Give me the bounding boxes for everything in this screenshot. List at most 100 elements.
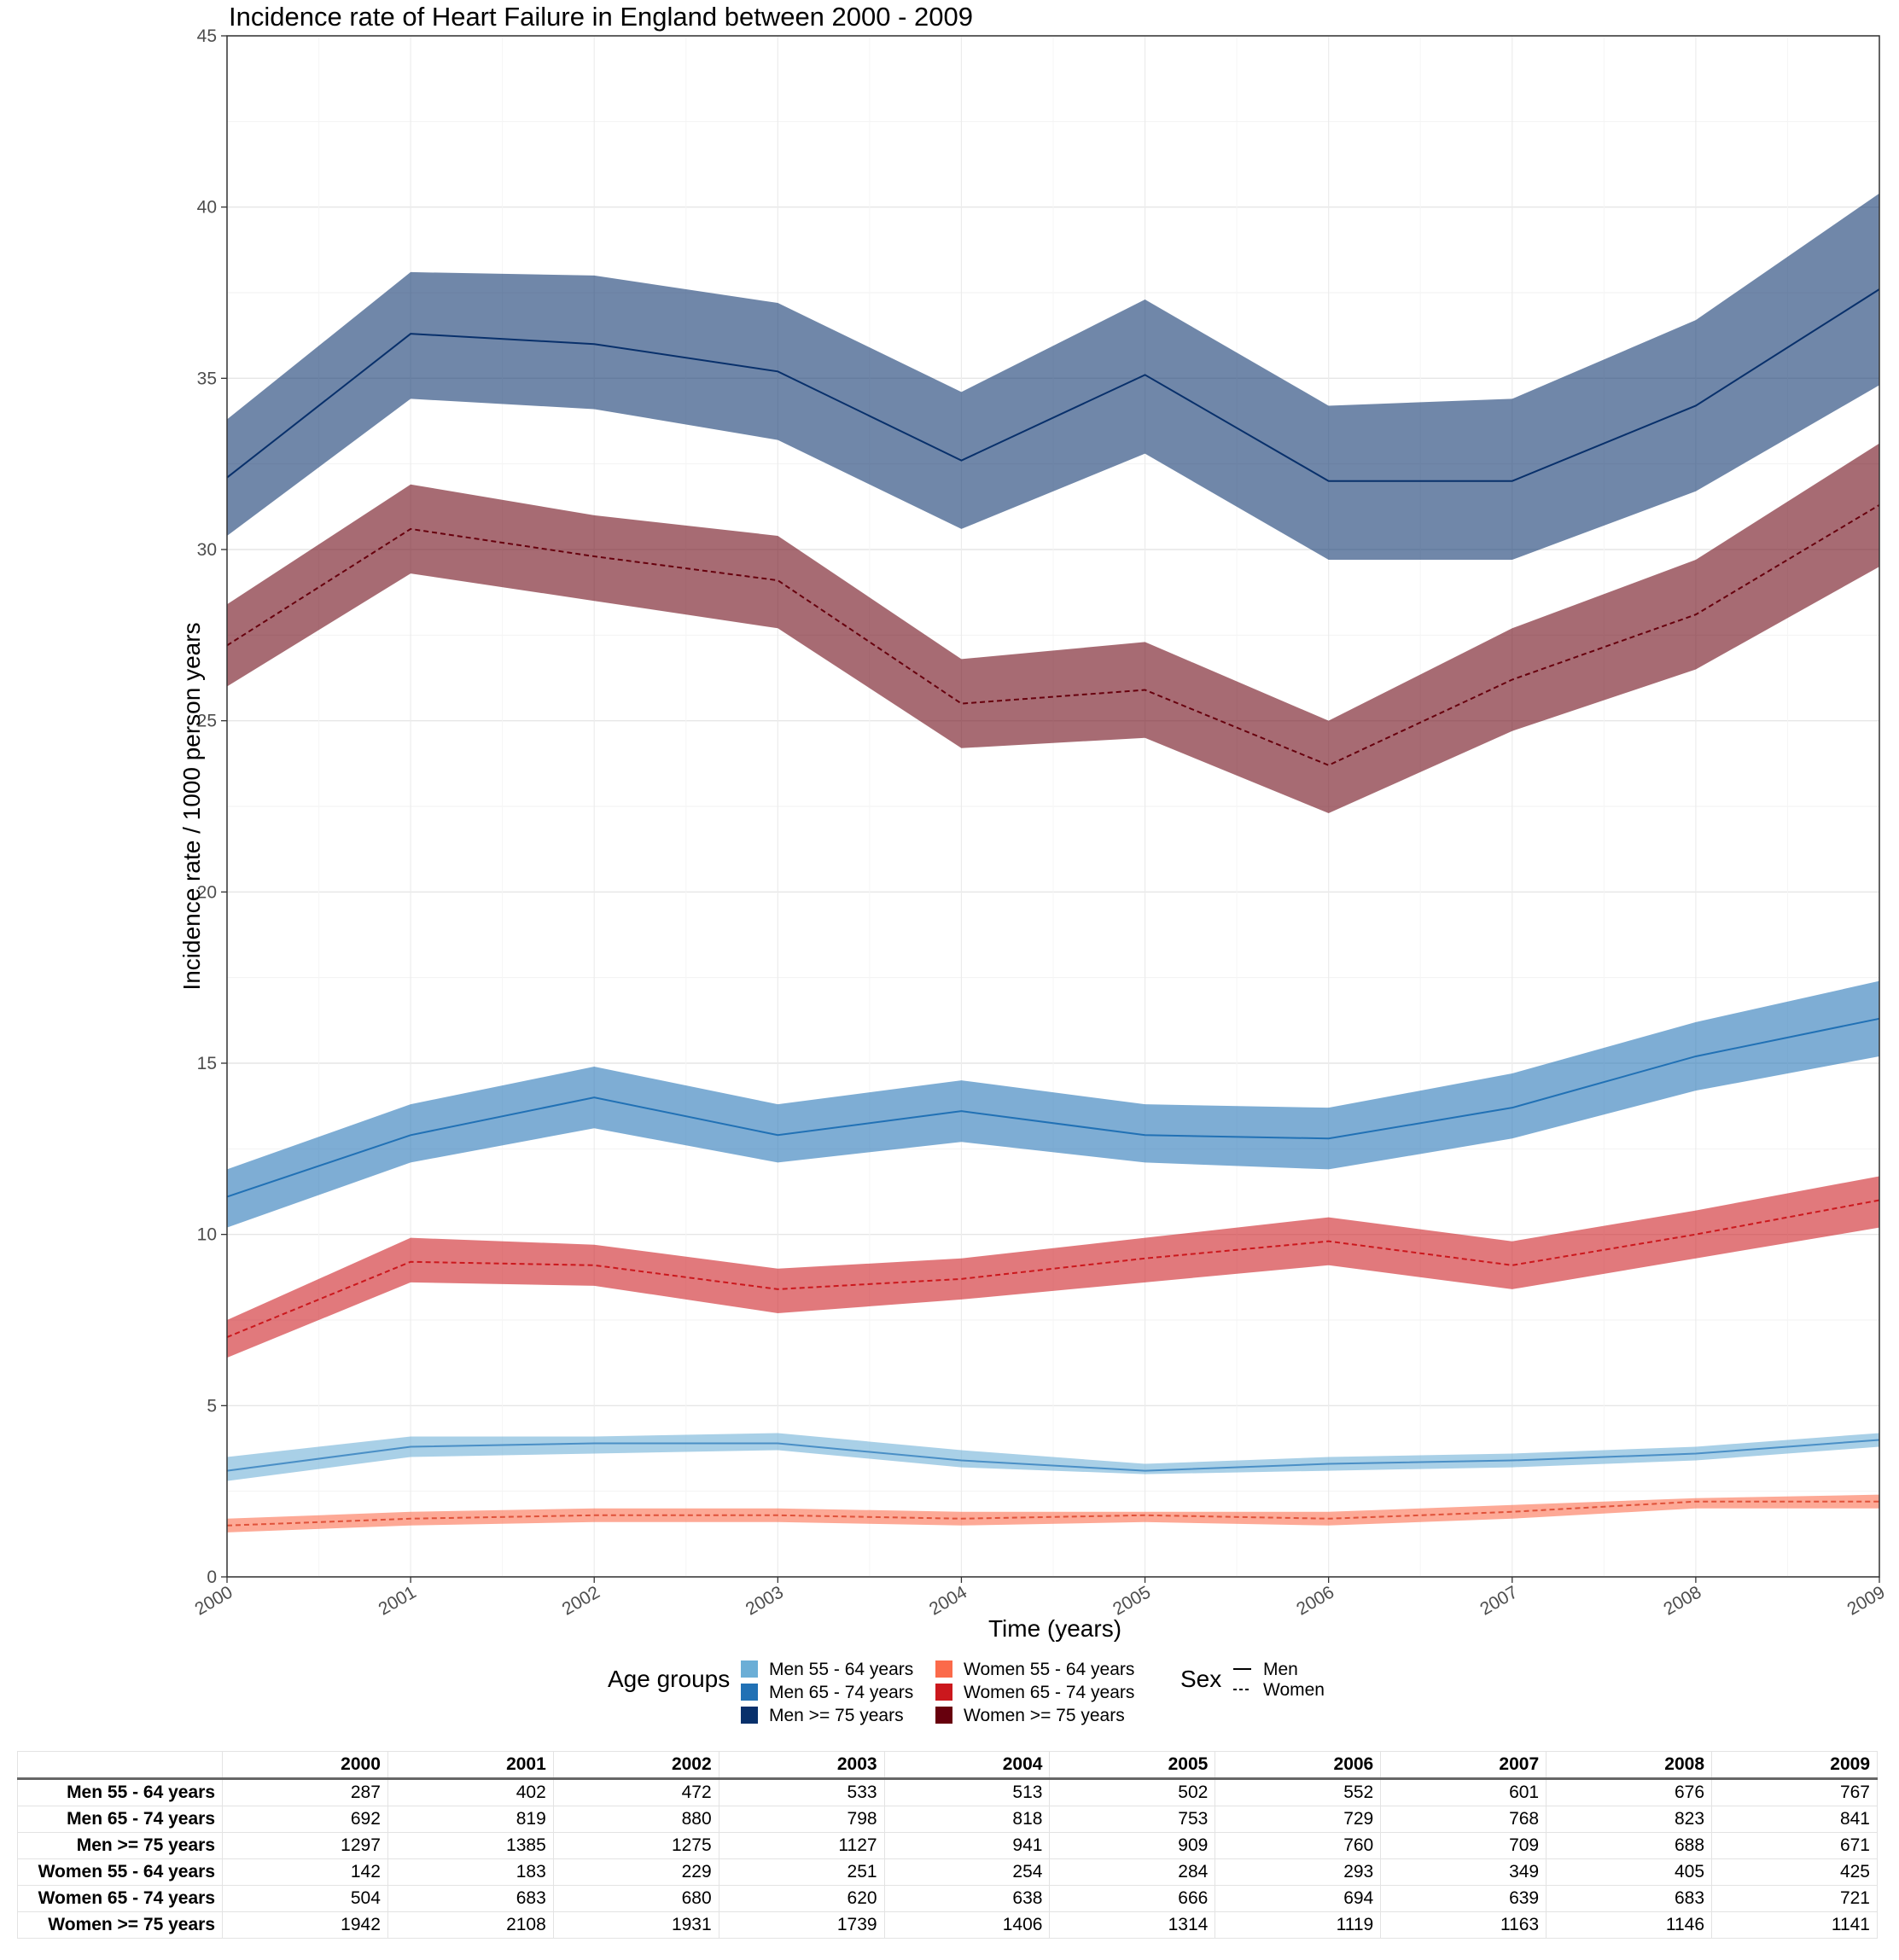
- legend-swatch: [741, 1684, 758, 1701]
- legend-swatch: [935, 1660, 952, 1678]
- table-header-row: 2000 2001 2002 2003 2004 2005 2006 2007 2008 2009: [17, 1751, 1878, 1780]
- line-women-55-64-years: [226, 1500, 1879, 1527]
- table-cell: 666: [1049, 1885, 1216, 1912]
- legend-age-title: Age groups: [608, 1666, 730, 1692]
- table-cell: 639: [1380, 1885, 1547, 1912]
- table-cell: 941: [883, 1832, 1051, 1859]
- table-cell: 819: [387, 1806, 554, 1833]
- x-tick-label: 2009: [1844, 1582, 1889, 1619]
- legend-swatch: [741, 1660, 758, 1678]
- table-cell: 760: [1215, 1832, 1382, 1859]
- confidence-bands: [227, 193, 1879, 1533]
- table-row: Women 55 - 64 years 142 183 229 251 254 284 293…: [17, 1858, 1878, 1886]
- table-column-header: 2000: [222, 1751, 388, 1780]
- chart-title: Incidence rate of Heart Failure in Engla…: [229, 2, 973, 32]
- table-row-label: Men 65 - 74 years: [17, 1806, 223, 1833]
- table-column-header: 2002: [552, 1751, 719, 1780]
- y-tick-label: 30: [197, 540, 217, 560]
- legend: Age groups Men 55 - 64 years Men 65 - 74 …: [608, 1660, 1325, 1725]
- table-cell: 638: [883, 1885, 1051, 1912]
- table-cell: 183: [387, 1858, 554, 1886]
- table-cell: 402: [387, 1778, 554, 1806]
- table-cell: 880: [552, 1806, 719, 1833]
- x-tick-label: 2005: [1110, 1582, 1154, 1619]
- table-cell: 533: [718, 1778, 885, 1806]
- table-cell: 1163: [1380, 1911, 1547, 1939]
- table-cell: 142: [222, 1858, 388, 1886]
- line-men-over-75-years: [226, 288, 1880, 482]
- table-corner-cell: [17, 1751, 223, 1780]
- table-row: Men 65 - 74 years 692 819 880 798 818 753 729 76…: [17, 1806, 1878, 1833]
- table-cell: 1275: [552, 1832, 719, 1859]
- table-cell: 425: [1711, 1858, 1878, 1886]
- table-cell: 753: [1049, 1806, 1216, 1833]
- table-cell: 601: [1380, 1778, 1547, 1806]
- table-column-header: 2009: [1711, 1751, 1878, 1780]
- y-axis-ticks: 0 5 10 15 20 25 30 35 40 45: [197, 26, 227, 1587]
- legend-sex-label: Men: [1263, 1660, 1298, 1679]
- table-row: Women >= 75 years 1942 2108 1931 1739 1406 131…: [17, 1911, 1878, 1939]
- table-cell: 287: [222, 1778, 388, 1806]
- x-tick-label: 2004: [926, 1582, 970, 1619]
- table-cell: 709: [1380, 1832, 1547, 1859]
- line-men-55-64-years: [226, 1439, 1880, 1472]
- legend-age-label: Men 55 - 64 years: [769, 1660, 913, 1679]
- y-axis-title: Incidence rate / 1000 person years: [178, 622, 205, 990]
- table-cell: 251: [718, 1858, 885, 1886]
- table-cell: 254: [883, 1858, 1051, 1886]
- table-cell: 818: [883, 1806, 1051, 1833]
- incidence-chart: Incidence rate of Heart Failure in Engla…: [178, 2, 1889, 1725]
- table-cell: 1406: [883, 1911, 1051, 1939]
- table-cell: 620: [718, 1885, 885, 1912]
- table-cell: 349: [1380, 1858, 1547, 1886]
- table-cell: 768: [1380, 1806, 1547, 1833]
- table-cell: 729: [1215, 1806, 1382, 1833]
- table-row-label: Men 55 - 64 years: [17, 1778, 223, 1806]
- x-axis-ticks: 2000 2001 2002 2003 2004 2005 2006 2007 2008 2009: [192, 1577, 1889, 1620]
- table-cell: 841: [1711, 1806, 1878, 1833]
- band-women-55-64-years: [227, 1494, 1879, 1533]
- table-column-header: 2001: [387, 1751, 554, 1780]
- line-women-65-74-years: [226, 1199, 1880, 1338]
- x-tick-label: 2006: [1293, 1582, 1337, 1619]
- table-cell: 823: [1546, 1806, 1713, 1833]
- table-row-label: Women 55 - 64 years: [17, 1858, 223, 1886]
- band-women-65-74-years: [227, 1176, 1879, 1358]
- table-row: Men 55 - 64 years 287 402 472 533 513 502 552 60…: [17, 1778, 1878, 1806]
- table-cell: 676: [1546, 1778, 1713, 1806]
- table-cell: 552: [1215, 1778, 1382, 1806]
- y-tick-label: 5: [207, 1396, 217, 1416]
- line-women-over-75-years: [226, 503, 1880, 766]
- patient-count-table: 2000 2001 2002 2003 2004 2005 2006 2007 2008 2009…: [17, 1751, 1878, 1939]
- table-cell: 405: [1546, 1858, 1713, 1886]
- legend-sex-title: Sex: [1180, 1666, 1221, 1692]
- table-column-header: 2004: [883, 1751, 1051, 1780]
- y-tick-label: 40: [197, 198, 217, 218]
- x-axis-title: Time (years): [988, 1615, 1121, 1642]
- table-cell: 2108: [387, 1911, 554, 1939]
- plot-panel-border: [226, 35, 1880, 1578]
- grid-lines: [226, 35, 1880, 1578]
- legend-swatch: [935, 1707, 952, 1724]
- legend-age-label: Women 55 - 64 years: [964, 1660, 1134, 1679]
- table-cell: 1141: [1711, 1911, 1878, 1939]
- table-cell: 1931: [552, 1911, 719, 1939]
- table-row-label: Women 65 - 74 years: [17, 1885, 223, 1912]
- table-cell: 504: [222, 1885, 388, 1912]
- table-row: Women 65 - 74 years 504 683 680 620 638 666 694…: [17, 1885, 1878, 1912]
- table-cell: 1314: [1049, 1911, 1216, 1939]
- band-men-55-64-years: [227, 1433, 1879, 1481]
- table-column-header: 2008: [1546, 1751, 1713, 1780]
- table-column-header: 2003: [718, 1751, 885, 1780]
- table-cell: 1146: [1546, 1911, 1713, 1939]
- table-cell: 1127: [718, 1832, 885, 1859]
- table-cell: 909: [1049, 1832, 1216, 1859]
- table-cell: 798: [718, 1806, 885, 1833]
- table-row-label: Women >= 75 years: [17, 1911, 223, 1939]
- x-tick-label: 2008: [1660, 1582, 1704, 1619]
- table-cell: 1119: [1215, 1911, 1382, 1939]
- x-tick-label: 2007: [1477, 1582, 1521, 1619]
- table-cell: 671: [1711, 1832, 1878, 1859]
- band-men-65-74-years: [227, 980, 1879, 1228]
- legend-swatch: [935, 1684, 952, 1701]
